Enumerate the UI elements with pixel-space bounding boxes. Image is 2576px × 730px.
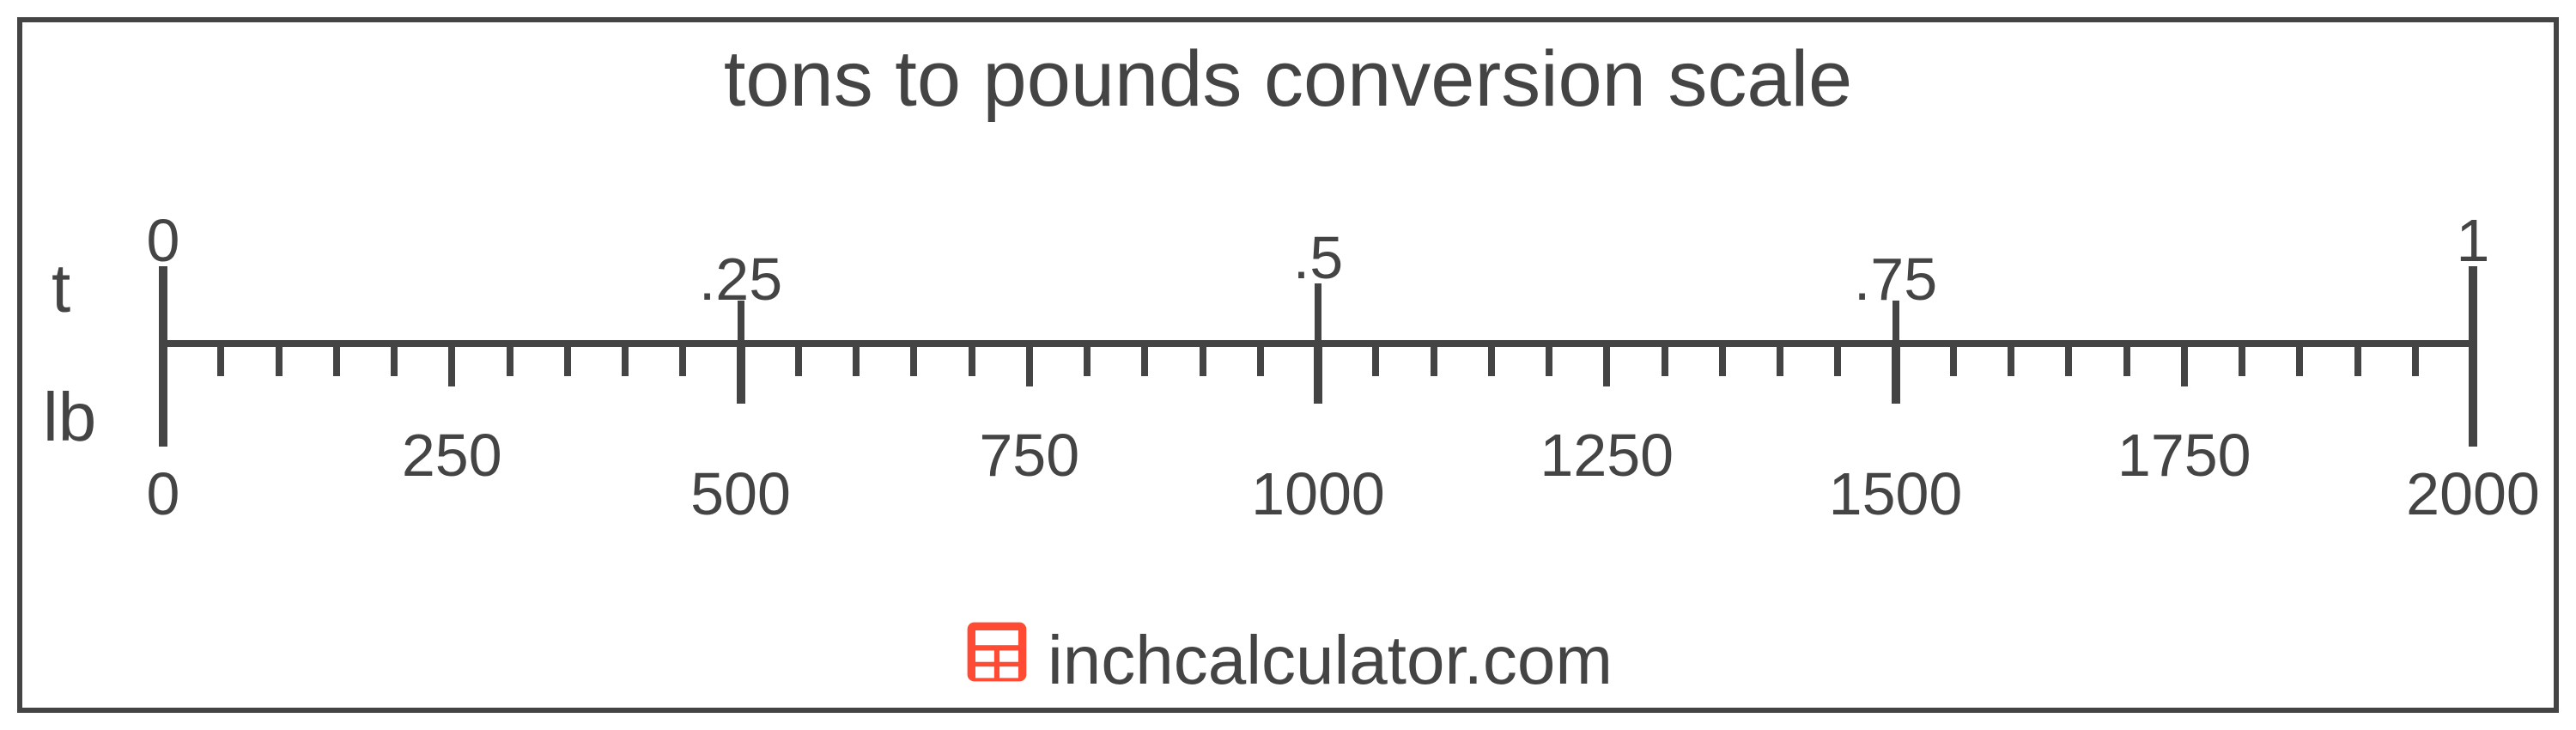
bottom-tick-label: 2000: [2406, 459, 2540, 528]
unit-label-top: t: [52, 249, 70, 328]
bottom-tick: [276, 344, 283, 376]
bottom-tick: [2181, 344, 2188, 386]
bottom-tick: [1892, 344, 1900, 404]
bottom-tick: [1200, 344, 1206, 376]
bottom-tick: [2123, 344, 2130, 376]
calculator-icon: [963, 618, 1030, 702]
bottom-tick: [910, 344, 917, 376]
bottom-tick: [2354, 344, 2361, 376]
bottom-tick-label: 750: [979, 421, 1079, 490]
top-tick: [159, 266, 167, 344]
bottom-tick-label: 1750: [2117, 421, 2251, 490]
bottom-tick: [1314, 344, 1322, 404]
top-tick-label: 1: [2457, 206, 2490, 275]
diagram-title: tons to pounds conversion scale: [0, 34, 2576, 125]
bottom-tick: [1431, 344, 1437, 376]
top-tick: [2469, 266, 2477, 344]
bottom-tick-label: 1000: [1251, 459, 1385, 528]
bottom-tick: [2412, 344, 2419, 376]
bottom-tick: [679, 344, 686, 376]
bottom-tick: [391, 344, 398, 376]
bottom-tick: [507, 344, 513, 376]
bottom-tick: [1603, 344, 1610, 386]
bottom-tick: [564, 344, 571, 376]
bottom-tick: [1546, 344, 1552, 376]
bottom-tick: [333, 344, 340, 376]
bottom-tick: [1777, 344, 1783, 376]
bottom-tick: [1372, 344, 1379, 376]
brand-text: inchcalculator.com: [1048, 621, 1613, 700]
bottom-tick: [1950, 344, 1957, 376]
bottom-tick: [159, 344, 167, 447]
bottom-tick: [1834, 344, 1841, 376]
bottom-tick: [1257, 344, 1264, 376]
top-tick-label: 0: [147, 206, 180, 275]
bottom-tick: [448, 344, 455, 386]
bottom-tick: [622, 344, 629, 376]
bottom-tick-label: 250: [402, 421, 502, 490]
bottom-tick: [969, 344, 975, 376]
bottom-tick: [2296, 344, 2303, 376]
bottom-tick: [1141, 344, 1148, 376]
bottom-tick-label: 0: [147, 459, 180, 528]
bottom-tick: [737, 344, 745, 404]
bottom-tick: [1662, 344, 1668, 376]
bottom-tick-label: 500: [690, 459, 791, 528]
brand-block: inchcalculator.com: [963, 618, 1613, 702]
top-tick-label: .75: [1854, 245, 1937, 313]
top-tick-label: .5: [1293, 223, 1343, 292]
bottom-tick-label: 1250: [1540, 421, 1674, 490]
bottom-tick: [2239, 344, 2245, 376]
bottom-tick: [217, 344, 224, 376]
bottom-tick: [2008, 344, 2014, 376]
bottom-tick: [853, 344, 860, 376]
bottom-tick: [1719, 344, 1726, 376]
top-tick: [1315, 283, 1321, 344]
bottom-tick: [1084, 344, 1091, 376]
bottom-tick: [2469, 344, 2477, 447]
bottom-tick-label: 1500: [1829, 459, 1963, 528]
bottom-tick: [2065, 344, 2072, 376]
top-tick-label: .25: [699, 245, 782, 313]
bottom-tick: [1026, 344, 1033, 386]
bottom-tick: [795, 344, 802, 376]
unit-label-bottom: lb: [43, 378, 96, 457]
bottom-tick: [1488, 344, 1495, 376]
